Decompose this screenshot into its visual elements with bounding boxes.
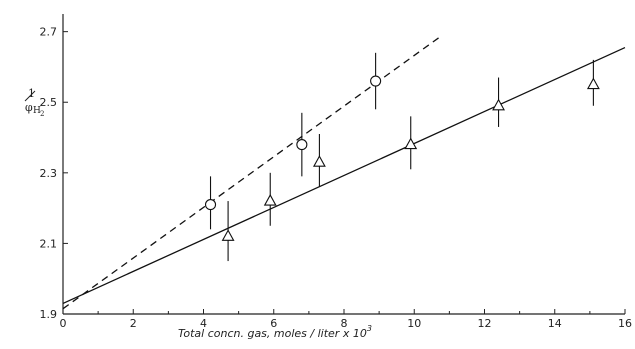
x-axis-label-text: Total concn. gas, moles / liter x 10 <box>178 327 367 340</box>
x-tick-label: 14 <box>548 317 562 330</box>
triangle-point <box>492 98 505 111</box>
x-tick-label: 12 <box>478 317 492 330</box>
x-tick-label: 0 <box>60 317 67 330</box>
dashed-fit-line <box>62 34 443 310</box>
x-tick-label: 16 <box>618 317 632 330</box>
x-tick-label: 2 <box>130 317 137 330</box>
y-tick-label: 2.7 <box>40 26 58 39</box>
axes <box>62 14 625 315</box>
x-tick-label: 4 <box>200 317 207 330</box>
triangle-point <box>404 137 418 150</box>
x-tick-label: 10 <box>407 317 421 330</box>
circle-point <box>370 75 382 87</box>
ticks: 0 2 4 6 8 10 12 14 16 1.9 2.1 2.3 2.5 2.7 <box>40 26 633 330</box>
x-tick-label: 6 <box>270 317 277 330</box>
x-tick-label: 8 <box>341 317 348 330</box>
y-axis-label-subscript: H <box>33 106 41 116</box>
y-tick-label: 1.9 <box>40 308 58 321</box>
x-axis-label-exponent: 3 <box>367 324 372 333</box>
series-layer <box>62 34 626 310</box>
y-axis-label-numerator: 1 <box>28 87 35 100</box>
circle-point <box>204 199 217 211</box>
circle-point <box>296 139 308 151</box>
y-axis-label: 1 φ H 2 <box>24 87 44 118</box>
y-tick-label: 2.1 <box>40 237 58 250</box>
triangle-point <box>312 155 326 167</box>
triangle-point <box>586 77 600 90</box>
y-axis-label-sub-subscript: 2 <box>40 110 44 118</box>
triangle-point <box>221 229 235 241</box>
x-axis-label: Total concn. gas, moles / liter x 103 <box>178 324 372 340</box>
y-tick-label: 2.5 <box>40 96 58 109</box>
series-triangles <box>62 46 626 305</box>
y-axis-label-fraction-bar <box>24 90 36 102</box>
series-circles <box>62 34 443 310</box>
triangle-point <box>263 193 277 206</box>
solid-fit-line <box>62 46 626 305</box>
y-axis-label-phi: φ <box>25 101 33 114</box>
y-tick-label: 2.3 <box>40 167 58 180</box>
